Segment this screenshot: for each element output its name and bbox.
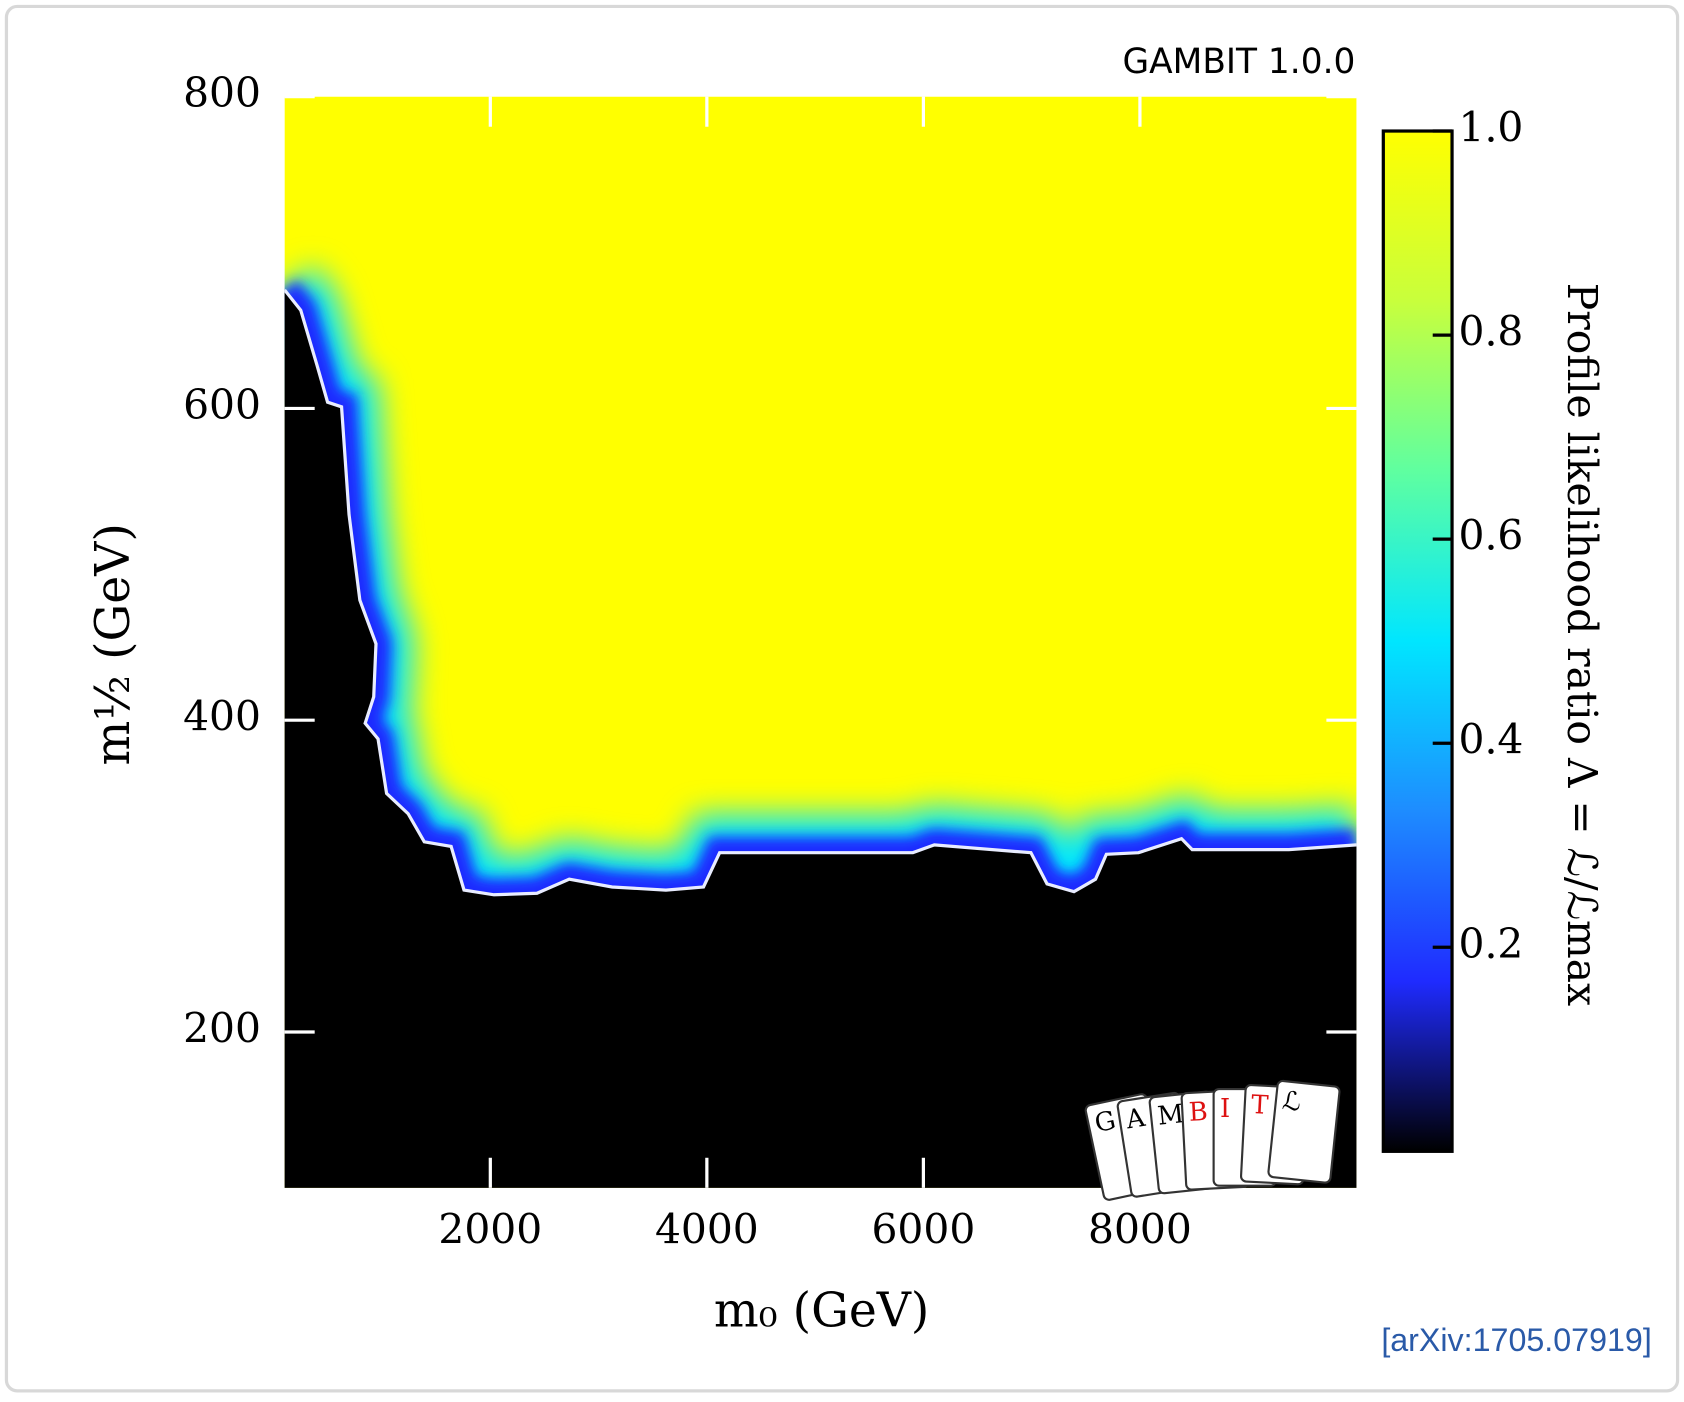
colorbar (1381, 129, 1454, 1153)
y-axis-label: m½ (GeV) (86, 523, 141, 765)
colorbar-label: Profile likelihood ratio Λ = ℒ/ℒmax (1558, 283, 1606, 1006)
logo-card: ℒ (1267, 1079, 1341, 1184)
plot-area (284, 96, 1357, 1188)
x-tick-label: 2000 (438, 1205, 542, 1253)
card-letter: B (1188, 1097, 1208, 1128)
card (1267, 1079, 1341, 1184)
x-axis-label: m₀ (GeV) (714, 1283, 929, 1338)
colorbar-tick-label: 0.2 (1458, 920, 1523, 968)
colorbar-tick-label: 0.4 (1458, 716, 1523, 764)
colorbar-tick-label: 1.0 (1458, 104, 1523, 152)
chart-title: GAMBIT 1.0.0 (1123, 42, 1356, 82)
card-letter: M (1156, 1099, 1185, 1132)
colorbar-tick-label: 0.8 (1458, 308, 1523, 356)
x-tick-label: 4000 (655, 1205, 759, 1253)
y-tick-label: 800 (183, 69, 261, 117)
card-letter: T (1250, 1090, 1269, 1121)
y-tick-label: 400 (183, 693, 261, 741)
source: [arXiv:1705.07919] (1381, 1322, 1651, 1358)
contour-line (284, 288, 1357, 897)
x-tick-label: 8000 (1088, 1205, 1192, 1253)
y-tick-label: 600 (183, 381, 261, 429)
x-tick-label: 6000 (871, 1205, 975, 1253)
excluded-region (284, 289, 1357, 1188)
card-letter: ℒ (1281, 1086, 1303, 1118)
colorbar-tick-label: 0.6 (1458, 512, 1523, 560)
y-tick-label: 200 (183, 1004, 261, 1052)
card-letter: I (1220, 1094, 1230, 1124)
